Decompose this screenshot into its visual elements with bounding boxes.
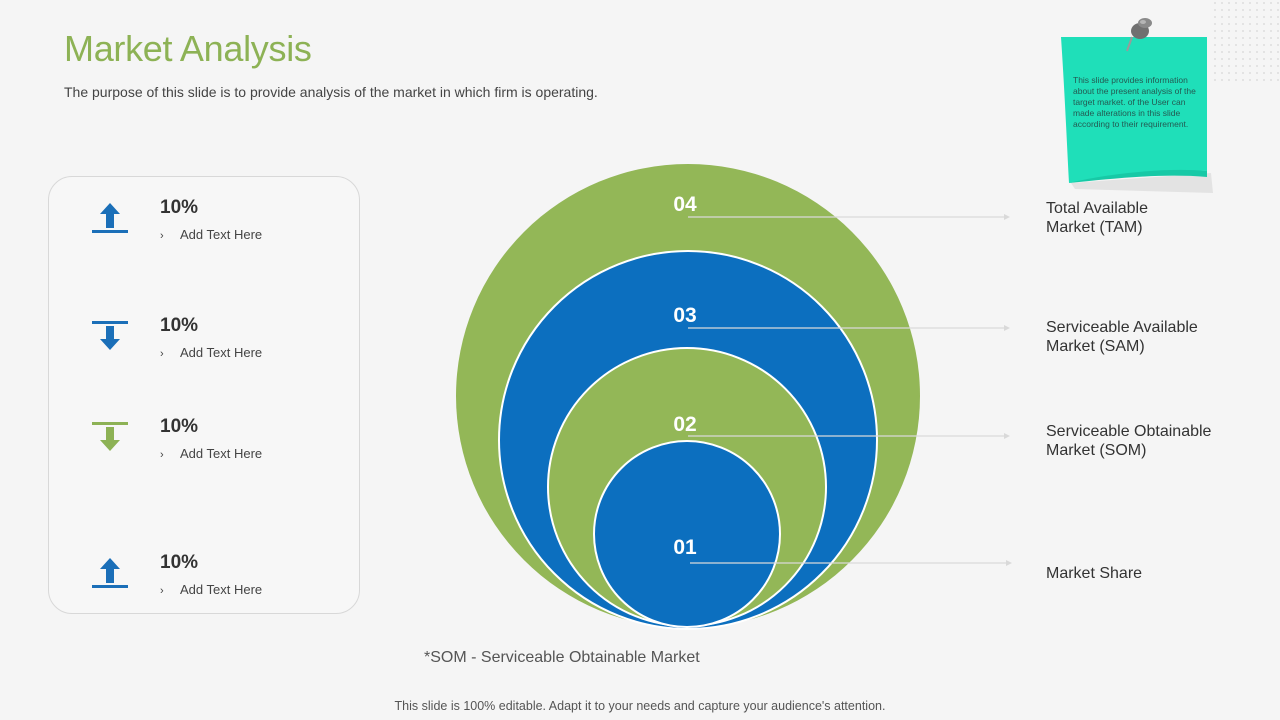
dot-pattern — [1212, 0, 1280, 84]
stats-panel: 10% › Add Text Here 10% › Add Text Here 10… — [48, 176, 360, 614]
chevron-right-icon: › — [160, 230, 164, 242]
ring-label-sam: Serviceable Available Market (SAM) — [1046, 319, 1198, 355]
stat-caption: › Add Text Here — [160, 345, 263, 360]
stat-value: 10% — [160, 197, 199, 218]
stat-item: 10% › Add Text Here — [49, 315, 359, 375]
sticky-note-paper — [1061, 37, 1213, 193]
stat-caption: › Add Text Here — [160, 227, 263, 242]
ring-label-tam: Total Available Market (TAM) — [1046, 200, 1148, 236]
ring-number: 03 — [673, 304, 696, 327]
stat-item: 10% › Add Text Here — [49, 552, 359, 612]
stat-value: 10% — [160, 552, 199, 573]
connector-arrow — [1004, 433, 1010, 439]
sticky-note-text: This slide provides information about th… — [1073, 75, 1196, 129]
stat-caption: › Add Text Here — [160, 446, 263, 461]
stat-item: 10% › Add Text Here — [49, 197, 359, 257]
ring-number: 04 — [673, 193, 697, 216]
stat-value: 10% — [160, 416, 199, 437]
page-subtitle: The purpose of this slide is to provide … — [64, 84, 598, 100]
footer-text: This slide is 100% editable. Adapt it to… — [394, 699, 886, 713]
ring-number: 01 — [673, 536, 697, 559]
stat-value: 10% — [160, 315, 199, 336]
chevron-right-icon: › — [160, 348, 164, 360]
ring-number: 02 — [673, 413, 696, 436]
page-title: Market Analysis — [64, 28, 312, 69]
stat-item: 10% › Add Text Here — [49, 416, 359, 476]
ring-market-share — [593, 440, 781, 628]
ring-label-som: Serviceable Obtainable Market (SOM) — [1046, 423, 1212, 459]
arrow-down-icon — [92, 422, 128, 451]
connector-arrow — [1004, 214, 1010, 220]
sticky-note: This slide provides information about th… — [1061, 18, 1213, 193]
arrow-up-icon — [92, 558, 128, 588]
connector-arrow — [1004, 325, 1010, 331]
pushpin-icon — [1126, 18, 1152, 52]
ring-label-market-share: Market Share — [1046, 565, 1143, 582]
arrow-up-icon — [92, 203, 128, 233]
chevron-right-icon: › — [160, 449, 164, 461]
arrow-down-icon — [92, 321, 128, 350]
connector-arrow — [1006, 560, 1012, 566]
stat-caption: › Add Text Here — [160, 582, 263, 597]
chevron-right-icon: › — [160, 585, 164, 597]
footnote: *SOM - Serviceable Obtainable Market — [424, 649, 700, 666]
